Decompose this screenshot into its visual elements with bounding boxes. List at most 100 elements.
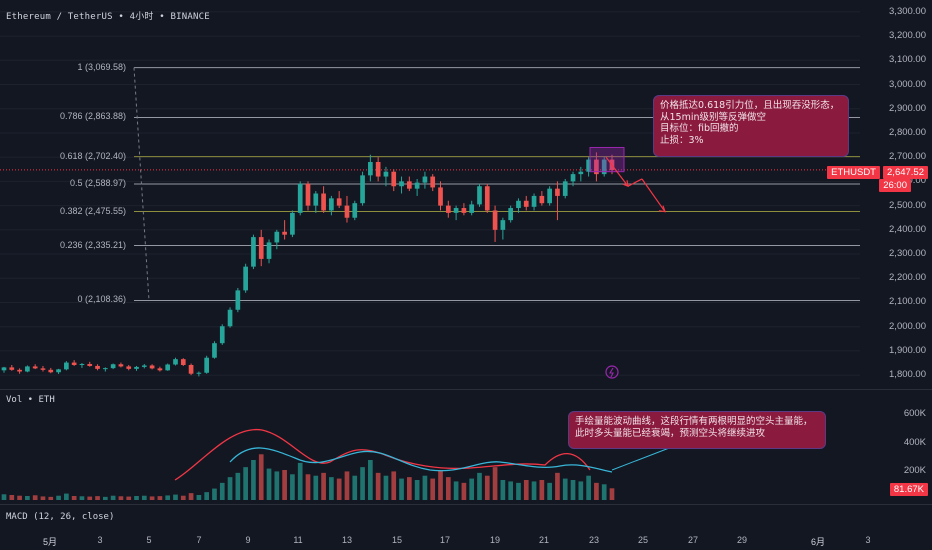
time-axis-tick: 9 [245, 535, 251, 545]
volume-axis-tick: 600K [903, 408, 926, 420]
candle-body [118, 364, 124, 367]
time-axis-tick: 25 [637, 535, 649, 545]
time-axis-tick: 13 [341, 535, 353, 545]
volume-bar [414, 480, 420, 500]
candle-body [422, 176, 428, 183]
volume-bar [282, 470, 287, 500]
volume-bar [290, 474, 295, 500]
candle-body [235, 290, 241, 310]
current-volume-badge: 81.67K [889, 483, 928, 496]
volume-bar [141, 495, 147, 500]
candle-body [492, 210, 498, 230]
price-axis-tick: 3,000.00 [889, 78, 926, 90]
fib-level-label: 0.786 (2,863.88) [59, 111, 126, 122]
volume-bar [71, 496, 77, 500]
fib-level-label: 1 (3,069.58) [77, 61, 126, 72]
time-axis-tick: 3 [865, 535, 871, 545]
volume-bar [40, 496, 46, 500]
prediction-arrow-line [641, 178, 666, 213]
volume-bar [336, 478, 342, 500]
volume-bar [399, 478, 404, 500]
lightning-icon [609, 367, 614, 378]
candle-body [469, 204, 475, 213]
trade-note-line: 从15min级别等反弹做空 [660, 111, 767, 123]
candle-body [453, 208, 459, 213]
volume-bar [297, 462, 303, 500]
macd-pane-label: MACD (12, 26, close) [6, 512, 115, 522]
fib-level-label: 0.5 (2,588.97) [69, 178, 126, 189]
volume-bar [430, 478, 436, 500]
candle-body [266, 242, 272, 259]
candle-body [523, 200, 529, 207]
volume-bar [126, 496, 132, 500]
candle-body [594, 159, 599, 175]
volume-bar [266, 468, 272, 500]
volume-bar [95, 496, 100, 500]
candle-body [484, 186, 490, 211]
volume-bar [594, 482, 599, 500]
price-axis-tick: 2,900.00 [889, 102, 926, 114]
candle-body [1, 367, 7, 371]
candle-body [508, 208, 514, 221]
candle-body [110, 364, 116, 369]
price-axis-tick: 3,300.00 [889, 5, 926, 17]
volume-bar [157, 496, 163, 500]
volume-bar [383, 475, 389, 500]
candle-body [274, 231, 280, 243]
candle-body [531, 195, 537, 207]
candle-body [414, 182, 420, 189]
candle-body [305, 183, 311, 206]
candle-body [95, 365, 100, 369]
volume-bar [500, 480, 506, 500]
volume-axis-tick: 200K [903, 465, 926, 477]
volume-bar [25, 496, 30, 500]
candle-body [290, 212, 295, 235]
arrowhead [658, 205, 666, 213]
candle-body [87, 364, 93, 366]
volume-bar [578, 481, 584, 500]
candle-body [134, 366, 139, 369]
volume-note-line: 手绘量能波动曲线，这段行情有两根明显的空头主量能， [575, 416, 813, 427]
volume-bar [227, 477, 233, 500]
volume-bar [9, 495, 15, 500]
candle-body [251, 237, 256, 267]
fib-level-label: 0.236 (2,335.21) [59, 239, 126, 250]
volume-bar [32, 495, 38, 500]
candle-body [438, 187, 443, 206]
volume-note[interactable]: 手绘量能波动曲线，这段行情有两根明显的空头主量能， 此时多头量能已经衰竭，预测空… [568, 411, 826, 449]
time-axis-tick: 29 [736, 535, 748, 545]
candle-body [243, 266, 248, 291]
price-axis-tick: 2,400.00 [889, 223, 926, 235]
volume-bar [492, 467, 498, 500]
time-axis-tick: 3 [97, 535, 103, 545]
candle-body [25, 366, 30, 372]
volume-bar [243, 467, 248, 500]
prediction-arrow-line [605, 156, 629, 187]
candle-body [297, 183, 303, 213]
volume-note-line: 此时多头量能已经衰竭，预测空头将继续进攻 [575, 427, 766, 439]
volume-bar [118, 496, 124, 500]
price-axis-tick: 2,300.00 [889, 248, 926, 260]
candle-body [391, 171, 397, 187]
current-price-badge: 2,647.52 [883, 166, 928, 179]
trade-note[interactable]: 价格抵达0.618引力位，且出现吞没形态， 从15min级别等反弹做空 目标位：… [653, 95, 849, 157]
candle-body [149, 365, 155, 369]
candle-body [17, 369, 22, 372]
time-axis-tick: 5 [146, 535, 152, 545]
prediction-arrow-line [627, 178, 643, 187]
time-axis-tick: 15 [391, 535, 403, 545]
volume-bar [17, 495, 22, 500]
volume-pane-label: Vol • ETH [6, 395, 55, 405]
trade-note-line: 目标位：fib回撤的 [660, 123, 739, 134]
volume-bar [531, 481, 537, 500]
volume-bar [305, 474, 311, 500]
volume-bar [484, 475, 490, 500]
candle-body [344, 205, 350, 218]
candle-body [430, 176, 436, 188]
time-axis-tick: 6月 [810, 537, 826, 547]
candle-body [56, 369, 61, 373]
candle-body [180, 359, 186, 365]
volume-bar [555, 472, 560, 500]
volume-bar [274, 471, 280, 500]
